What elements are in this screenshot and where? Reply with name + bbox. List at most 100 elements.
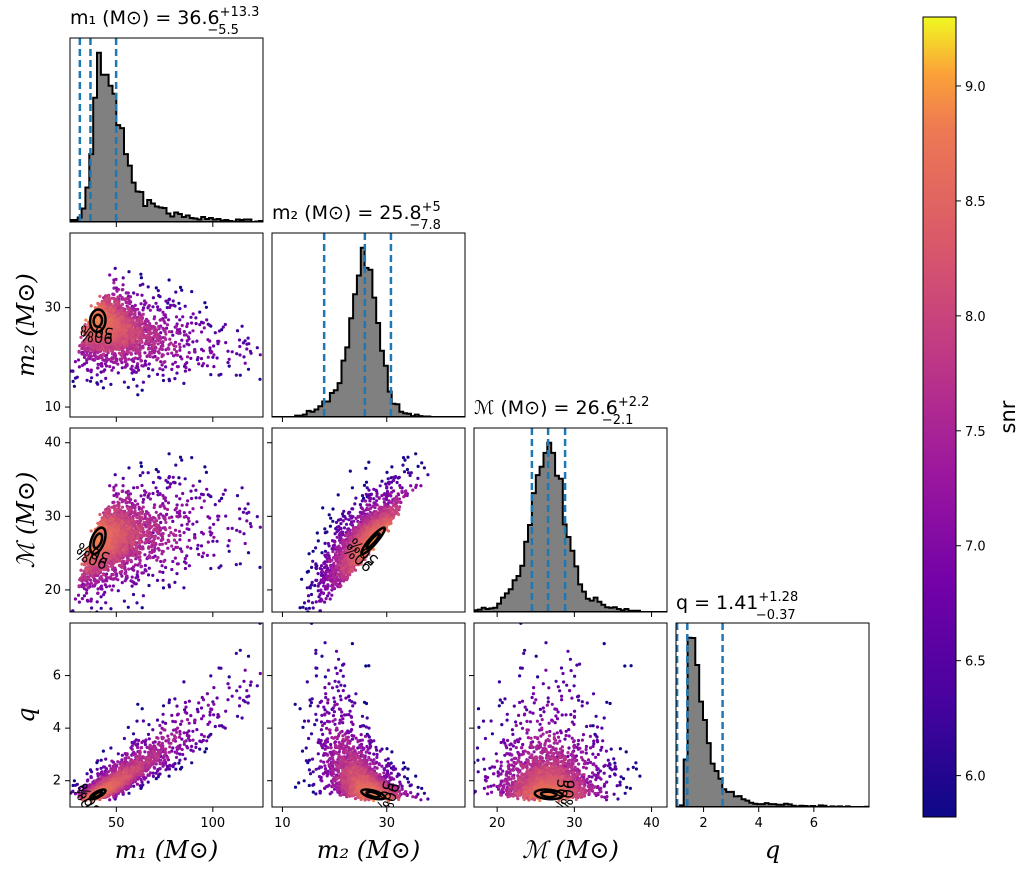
scatter-point <box>125 301 129 305</box>
scatter-point <box>178 509 182 513</box>
scatter-point <box>102 579 106 583</box>
scatter-point <box>123 579 127 583</box>
scatter-point <box>158 570 162 574</box>
scatter-point <box>79 568 83 572</box>
scatter-point <box>211 539 215 543</box>
scatter-point <box>117 351 121 355</box>
scatter-point <box>113 508 117 513</box>
scatter-point <box>80 597 84 601</box>
scatter-point <box>169 531 173 535</box>
scatter-point <box>101 339 105 343</box>
scatter-point <box>127 299 132 303</box>
scatter-point <box>161 570 165 575</box>
scatter-point <box>209 373 213 377</box>
scatter-point <box>138 340 142 344</box>
scatter-point <box>96 362 100 366</box>
scatter-point <box>104 560 108 564</box>
scatter-point <box>112 485 116 489</box>
scatter-point <box>136 570 140 574</box>
scatter-point <box>145 533 149 537</box>
scatter-point <box>166 546 170 550</box>
scatter-point <box>120 288 124 292</box>
scatter-point <box>194 316 198 320</box>
scatter-point <box>230 526 234 531</box>
scatter-point <box>213 331 217 335</box>
scatter-point <box>89 351 93 355</box>
scatter-point <box>160 533 164 538</box>
scatter-point <box>77 349 81 353</box>
scatter-point <box>193 535 197 539</box>
scatter-point <box>115 495 119 499</box>
scatter-point <box>140 293 144 297</box>
scatter-point <box>91 358 95 362</box>
scatter-point <box>159 318 163 322</box>
scatter-point <box>227 364 231 368</box>
scatter-point <box>266 327 269 330</box>
scatter-point <box>234 373 238 377</box>
scatter-point <box>141 308 145 312</box>
scatter-point <box>137 505 141 509</box>
scatter-point <box>164 315 168 319</box>
scatter-point <box>284 512 287 515</box>
scatter-point <box>186 335 190 339</box>
scatter-point <box>150 535 154 539</box>
scatter-point <box>173 340 178 344</box>
scatter-point <box>173 580 177 585</box>
scatter-point <box>212 353 216 357</box>
scatter-point <box>156 356 160 360</box>
scatter-point <box>125 496 129 500</box>
scatter-point <box>175 572 179 576</box>
scatter-point <box>79 335 83 339</box>
scatter-point <box>191 507 195 511</box>
scatter-point <box>136 502 140 506</box>
scatter-point <box>135 319 139 323</box>
scatter-point <box>193 349 197 353</box>
scatter-point <box>154 522 158 527</box>
scatter-point <box>176 545 180 550</box>
scatter-point <box>124 490 128 494</box>
scatter-point <box>75 375 79 379</box>
scatter-point <box>112 493 116 498</box>
scatter-point <box>139 302 143 306</box>
scatter-point <box>110 352 115 356</box>
scatter-point <box>175 541 179 545</box>
scatter-point <box>112 286 116 290</box>
scatter-point <box>76 613 79 616</box>
scatter-point <box>212 553 216 557</box>
scatter-point <box>83 346 87 350</box>
scatter-point <box>174 344 178 348</box>
scatter-point <box>147 362 151 366</box>
scatter-point <box>158 542 162 547</box>
scatter-point <box>127 270 131 274</box>
scatter-point <box>140 326 144 330</box>
scatter-point <box>190 290 194 294</box>
scatter-point <box>116 371 120 375</box>
scatter-point <box>169 341 173 345</box>
scatter-point <box>89 344 93 349</box>
scatter-point <box>144 539 148 543</box>
scatter-point <box>115 321 119 325</box>
scatter-point <box>126 307 130 311</box>
scatter-point <box>173 556 177 560</box>
scatter-point <box>112 281 116 285</box>
scatter-point <box>164 528 168 532</box>
scatter-point <box>87 348 91 352</box>
scatter-point <box>145 325 150 329</box>
scatter-point <box>166 352 170 356</box>
scatter-point <box>125 500 129 504</box>
scatter-point <box>110 296 114 300</box>
scatter-point <box>129 328 133 332</box>
scatter-point <box>178 455 183 459</box>
scatter-point <box>67 635 70 638</box>
scatter-point <box>141 505 145 509</box>
scatter-point <box>180 549 184 554</box>
scatter-point <box>98 294 102 298</box>
scatter-point <box>462 352 465 355</box>
scatter-point <box>129 558 133 562</box>
scatter-point <box>159 360 163 364</box>
panel-2-0: 50%90% <box>65 427 287 638</box>
scatter-point <box>67 390 70 393</box>
scatter-point <box>146 471 150 475</box>
scatter-point <box>238 517 242 521</box>
scatter-point <box>85 328 89 332</box>
